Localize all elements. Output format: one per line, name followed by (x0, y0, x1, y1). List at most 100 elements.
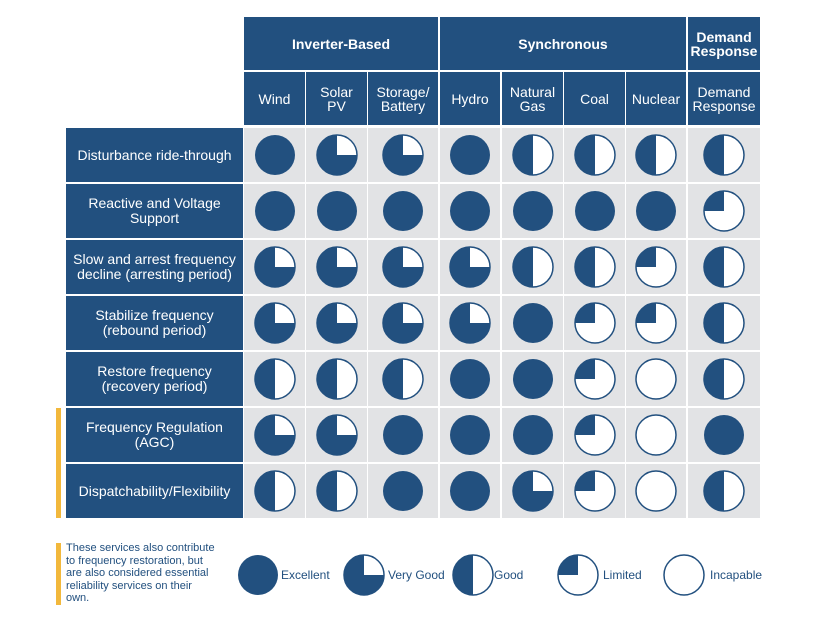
rating-cell (244, 408, 305, 462)
rating-circle-icon (635, 302, 677, 344)
legend-label: Excellent (281, 568, 330, 582)
rating-circle-icon (383, 471, 423, 511)
rating-circle-icon (573, 246, 616, 288)
column-header: Hydro (440, 72, 500, 125)
rating-cell (440, 464, 500, 518)
rating-cell (368, 296, 438, 350)
rating-cell (440, 352, 500, 406)
rating-circle-icon (636, 191, 676, 231)
rating-cell (688, 352, 760, 406)
rating-circle-icon (703, 190, 745, 232)
rating-circle-icon (573, 358, 616, 400)
rating-cell (368, 464, 438, 518)
legend-label: Limited (603, 568, 642, 582)
rating-cell (368, 128, 438, 182)
rating-cell (244, 296, 305, 350)
rating-circle-icon (574, 191, 615, 231)
rating-circle-icon (315, 358, 358, 400)
rating-circle-icon (703, 358, 745, 400)
row-header: Restore frequency (recovery period) (66, 352, 243, 406)
rating-circle-icon (573, 302, 616, 344)
rating-circle-icon (635, 414, 677, 456)
rating-cell (626, 296, 686, 350)
rating-circle-icon (449, 302, 491, 344)
rating-cell (244, 128, 305, 182)
column-header: Wind (244, 72, 305, 125)
rating-cell (564, 240, 625, 294)
rating-cell (306, 184, 367, 238)
rating-cell (688, 296, 760, 350)
rating-circle-icon (315, 302, 358, 344)
rating-cell (564, 296, 625, 350)
rating-circle-icon (635, 358, 677, 400)
row-header: Dispatchability/Flexibility (66, 464, 243, 518)
rating-cell (440, 296, 500, 350)
rating-cell (368, 352, 438, 406)
rating-circle-icon (383, 415, 423, 455)
rating-cell (244, 464, 305, 518)
rating-cell (306, 240, 367, 294)
rating-circle-icon (382, 358, 424, 400)
rating-circle-icon (635, 470, 677, 512)
legend-circle-icon (451, 553, 495, 597)
rating-circle-icon (315, 470, 358, 512)
rating-cell (626, 240, 686, 294)
rating-cell (244, 352, 305, 406)
column-header: Solar PV (306, 72, 367, 125)
rating-circle-icon (450, 135, 490, 175)
rating-cell (440, 128, 500, 182)
rating-cell (368, 240, 438, 294)
rating-cell (306, 296, 367, 350)
rating-cell (626, 352, 686, 406)
rating-cell (368, 184, 438, 238)
rating-circle-icon (315, 134, 358, 176)
row-header: Stabilize frequency (rebound period) (66, 296, 243, 350)
rating-circle-icon (315, 414, 358, 456)
rating-circle-icon (703, 302, 745, 344)
group-header-inverter: Inverter-Based (244, 17, 438, 70)
rating-cell (626, 128, 686, 182)
rating-cell (564, 128, 625, 182)
rating-circle-icon (512, 415, 553, 455)
row-header: Disturbance ride-through (66, 128, 243, 182)
rating-cell (502, 464, 563, 518)
highlight-bar (56, 408, 61, 518)
rating-cell (626, 464, 686, 518)
legend-circle-icon (342, 553, 386, 597)
rating-circle-icon (703, 134, 745, 176)
rating-cell (502, 184, 563, 238)
column-header: Storage/ Battery (368, 72, 438, 125)
rating-circle-icon (382, 246, 424, 288)
rating-cell (502, 128, 563, 182)
rating-circle-icon (703, 470, 745, 512)
rating-circle-icon (512, 191, 553, 231)
rating-cell (440, 408, 500, 462)
rating-cell (688, 128, 760, 182)
rating-circle-icon (254, 191, 295, 231)
rating-cell (688, 184, 760, 238)
rating-cell (306, 408, 367, 462)
rating-circle-icon (382, 302, 424, 344)
rating-circle-icon (704, 415, 744, 455)
group-header-synchronous: Synchronous (440, 17, 686, 70)
row-header: Reactive and Voltage Support (66, 184, 243, 238)
rating-circle-icon (253, 470, 296, 512)
rating-cell (688, 464, 760, 518)
rating-circle-icon (382, 134, 424, 176)
rating-cell (502, 352, 563, 406)
rating-circle-icon (450, 191, 490, 231)
legend-circle-icon (556, 553, 600, 597)
rating-circle-icon (573, 470, 616, 512)
rating-cell (440, 184, 500, 238)
column-header: Natural Gas (502, 72, 563, 125)
rating-cell (440, 240, 500, 294)
legend-circle-icon (236, 553, 280, 597)
rating-cell (564, 352, 625, 406)
rating-circle-icon (635, 246, 677, 288)
rating-cell (688, 240, 760, 294)
rating-cell (564, 408, 625, 462)
footnote: These services also contribute to freque… (66, 542, 215, 604)
legend-label: Incapable (710, 568, 763, 582)
rating-circle-icon (383, 191, 423, 231)
rating-circle-icon (573, 134, 616, 176)
